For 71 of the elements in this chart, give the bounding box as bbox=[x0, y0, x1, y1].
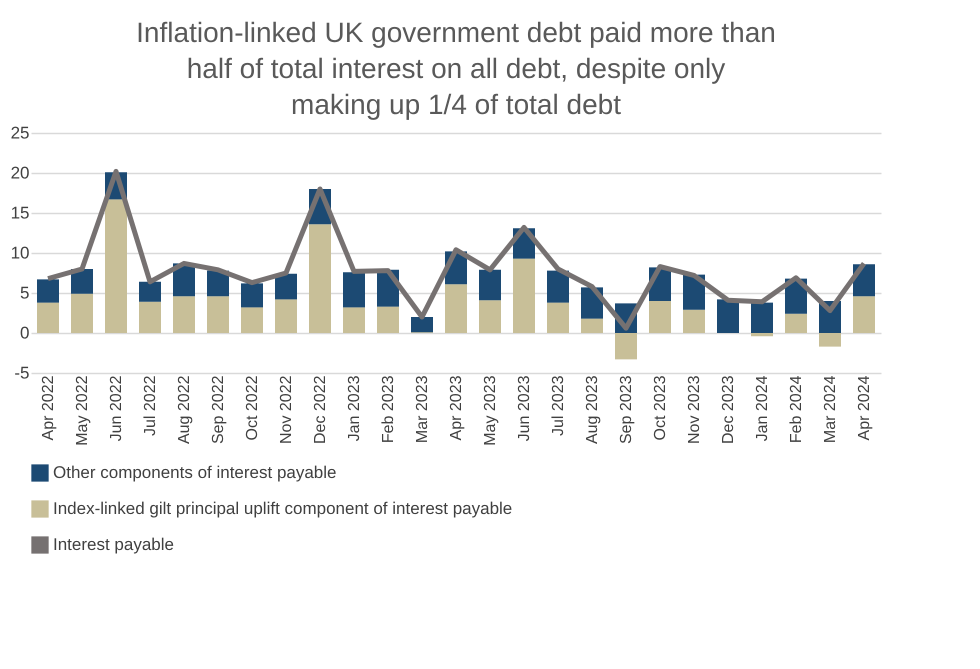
bar bbox=[71, 269, 93, 294]
bar bbox=[105, 199, 127, 333]
bar bbox=[853, 296, 875, 333]
chart-title: Inflation-linked UK government debt paid more than half of total interest on all debt, despite only making up 1/4 of total debt bbox=[136, 17, 776, 120]
y-tick-label: 5 bbox=[20, 284, 30, 302]
bar bbox=[139, 282, 161, 302]
bar bbox=[479, 300, 501, 333]
x-tick-label: Jul 2023 bbox=[550, 375, 567, 436]
legend-label: Other components of interest payable bbox=[53, 463, 336, 482]
bar bbox=[581, 318, 603, 333]
legend-label: Index-linked gilt principal uplift component of interest payable bbox=[53, 499, 512, 518]
x-tick-label: Mar 2023 bbox=[414, 375, 431, 444]
bar bbox=[683, 310, 705, 333]
x-tick-label: Feb 2023 bbox=[380, 375, 397, 444]
bar bbox=[173, 296, 195, 333]
bar bbox=[479, 270, 501, 300]
x-tick-label: Aug 2023 bbox=[584, 375, 601, 444]
x-tick-label: Nov 2022 bbox=[278, 375, 295, 444]
x-tick-label: Dec 2023 bbox=[720, 375, 737, 444]
x-tick-label: Aug 2022 bbox=[176, 375, 193, 444]
bar bbox=[309, 224, 331, 333]
bar bbox=[615, 333, 637, 360]
bar bbox=[275, 274, 297, 300]
legend-label: Interest payable bbox=[53, 535, 174, 554]
bar bbox=[445, 284, 467, 333]
bar bbox=[139, 302, 161, 333]
bar bbox=[785, 314, 807, 333]
x-tick-label: Sep 2023 bbox=[618, 375, 635, 444]
x-tick-label: Apr 2024 bbox=[856, 375, 873, 440]
bar bbox=[547, 302, 569, 333]
bar bbox=[343, 272, 365, 308]
bar bbox=[751, 333, 773, 336]
bar bbox=[751, 302, 773, 333]
bar bbox=[819, 333, 841, 347]
bar bbox=[207, 270, 229, 296]
bar bbox=[207, 296, 229, 333]
y-tick-label: 25 bbox=[10, 124, 30, 142]
x-tick-label: Oct 2023 bbox=[652, 375, 669, 440]
bar bbox=[37, 302, 59, 333]
x-tick-label: May 2023 bbox=[482, 375, 499, 446]
bar bbox=[241, 283, 263, 308]
y-tick-label: -5 bbox=[14, 364, 30, 382]
bar bbox=[513, 258, 535, 333]
bar bbox=[717, 299, 739, 333]
x-tick-label: Dec 2022 bbox=[312, 375, 329, 444]
x-tick-label: Jun 2023 bbox=[516, 375, 533, 442]
x-tick-label: Mar 2024 bbox=[822, 375, 839, 444]
bar bbox=[649, 301, 671, 333]
bar bbox=[377, 306, 399, 333]
bar bbox=[275, 299, 297, 333]
x-tick-label: Jul 2022 bbox=[142, 375, 159, 436]
x-tick-label: Feb 2024 bbox=[788, 375, 805, 444]
y-tick-label: 15 bbox=[10, 204, 30, 222]
bar bbox=[37, 279, 59, 303]
x-tick-label: Jan 2023 bbox=[346, 375, 363, 442]
y-tick-label: 20 bbox=[10, 164, 30, 182]
x-tick-label: Apr 2023 bbox=[448, 375, 465, 440]
x-tick-label: Apr 2022 bbox=[40, 375, 57, 440]
x-tick-label: Nov 2023 bbox=[686, 375, 703, 444]
x-tick-label: Jan 2024 bbox=[754, 375, 771, 442]
x-tick-label: May 2022 bbox=[74, 375, 91, 446]
bar bbox=[343, 307, 365, 333]
x-tick-label: Oct 2022 bbox=[244, 375, 261, 440]
bar bbox=[241, 307, 263, 333]
bar bbox=[71, 294, 93, 333]
bar bbox=[547, 270, 569, 303]
y-tick-label: 10 bbox=[10, 244, 30, 262]
x-tick-label: Jun 2022 bbox=[108, 375, 125, 442]
x-tick-label: Sep 2022 bbox=[210, 375, 227, 444]
bar bbox=[411, 317, 433, 332]
y-tick-label: 0 bbox=[20, 324, 30, 342]
